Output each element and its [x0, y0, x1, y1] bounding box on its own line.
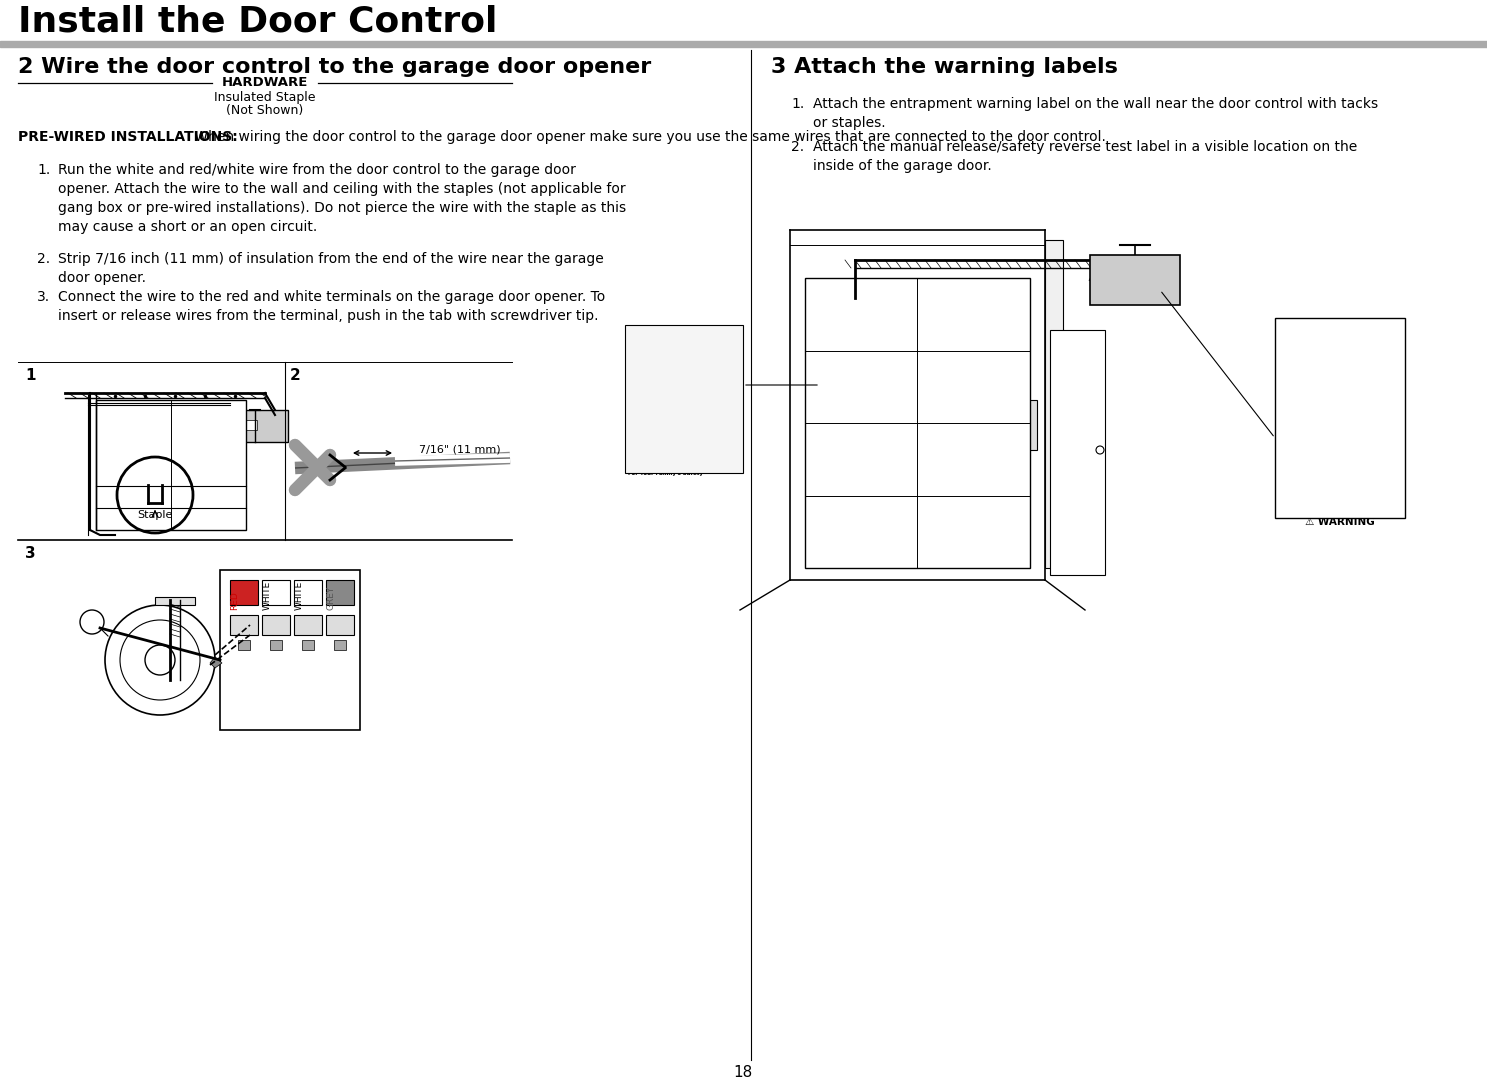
Text: 1.: 1.	[791, 97, 804, 111]
Bar	[1090, 255, 1181, 305]
Bar	[628, 416, 659, 438]
Text: Insulated Staple: Insulated Staple	[214, 91, 315, 103]
Bar	[1050, 330, 1105, 575]
Text: WHITE: WHITE	[263, 581, 272, 610]
Text: Run the white and red/white wire from the door control to the garage door
opener: Run the white and red/white wire from th…	[58, 163, 626, 234]
Polygon shape	[855, 548, 865, 558]
Text: GREY: GREY	[327, 585, 336, 610]
Text: SAFETY REVERSE TEST: SAFETY REVERSE TEST	[657, 351, 711, 355]
Text: 3 Attach the warning labels: 3 Attach the warning labels	[770, 57, 1118, 77]
Bar	[294, 616, 323, 635]
Bar	[1274, 318, 1405, 519]
Bar	[302, 640, 314, 650]
Text: door. Death or serious injury can result.: door. Death or serious injury can result…	[1280, 402, 1390, 407]
Bar	[239, 410, 288, 442]
Bar	[230, 616, 259, 635]
Bar	[804, 278, 1030, 568]
Bar	[628, 324, 741, 343]
Text: Child can be pinned under automatic garage: Child can be pinned under automatic gara…	[1280, 407, 1390, 413]
Text: Attach the manual release/safety reverse test label in a visible location on the: Attach the manual release/safety reverse…	[813, 140, 1358, 172]
Bar	[625, 324, 744, 473]
Text: 1: 1	[25, 368, 36, 383]
Bar	[262, 580, 290, 605]
Text: Staple: Staple	[137, 510, 172, 520]
Text: 2.: 2.	[791, 140, 804, 154]
Bar	[335, 640, 346, 650]
Text: Install the Door Control: Install the Door Control	[18, 5, 497, 39]
Bar	[1094, 273, 1115, 288]
Bar	[1274, 496, 1405, 519]
Text: Connect the wire to the red and white terminals on the garage door opener. To
in: Connect the wire to the red and white te…	[58, 290, 605, 323]
Text: Conduct These Tests At Least Once A Month: Conduct These Tests At Least Once A Mont…	[628, 464, 736, 469]
Bar	[625, 451, 744, 473]
Text: 1.: 1.	[37, 163, 51, 177]
Bar	[238, 640, 250, 650]
Text: ⚠ WARNING: ⚠ WARNING	[630, 450, 666, 455]
Bar	[97, 400, 245, 530]
Bar	[230, 580, 259, 605]
Text: 3.: 3.	[37, 290, 51, 304]
Text: Strip 7/16 inch (11 mm) of insulation from the end of the wire near the garage
d: Strip 7/16 inch (11 mm) of insulation fr…	[58, 252, 604, 285]
Polygon shape	[855, 448, 865, 458]
Bar	[220, 570, 360, 730]
Bar	[155, 597, 195, 605]
Polygon shape	[855, 348, 865, 358]
Polygon shape	[210, 657, 222, 668]
Bar	[262, 616, 290, 635]
Text: 7/16" (11 mm): 7/16" (11 mm)	[419, 445, 501, 455]
Bar	[242, 420, 257, 430]
Bar	[326, 580, 354, 605]
Text: HARDWARE: HARDWARE	[222, 77, 308, 89]
Text: RED: RED	[230, 591, 239, 610]
Text: (Not Shown): (Not Shown)	[226, 103, 303, 118]
Circle shape	[1332, 436, 1349, 451]
Bar	[294, 580, 323, 605]
Text: 3: 3	[25, 545, 36, 561]
Text: 2: 2	[290, 368, 300, 383]
Text: PRE-WIRED INSTALLATIONS:: PRE-WIRED INSTALLATIONS:	[18, 130, 238, 144]
Bar	[326, 616, 354, 635]
Bar	[1045, 240, 1063, 568]
Bar	[0, 41, 1487, 47]
Text: 18: 18	[733, 1065, 752, 1078]
Text: When wiring the door control to the garage door opener make sure you use the sam: When wiring the door control to the gara…	[190, 130, 1106, 144]
Text: ⚠ WARNING: ⚠ WARNING	[1306, 517, 1375, 527]
Text: 2.: 2.	[37, 252, 51, 266]
Text: For Your Family's Safety: For Your Family's Safety	[628, 471, 703, 476]
Text: 2 Wire the door control to the garage door opener: 2 Wire the door control to the garage do…	[18, 57, 651, 77]
Bar	[1016, 400, 1036, 450]
Text: WHITE: WHITE	[294, 581, 303, 610]
Text: Attach the entrapment warning label on the wall near the door control with tacks: Attach the entrapment warning label on t…	[813, 97, 1378, 130]
Bar	[271, 640, 283, 650]
